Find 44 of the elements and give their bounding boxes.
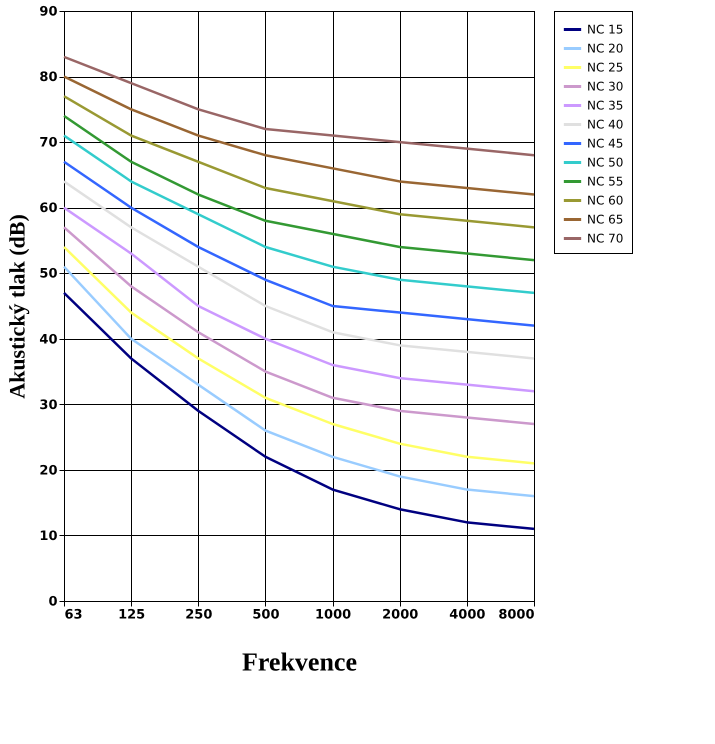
legend-label: NC 25 bbox=[587, 60, 624, 74]
line-series bbox=[62, 114, 536, 262]
legend-label: NC 55 bbox=[587, 174, 624, 188]
legend-label: NC 20 bbox=[587, 42, 624, 56]
line-series bbox=[62, 160, 536, 327]
legend-label: NC 15 bbox=[587, 22, 624, 36]
legend-label: NC 35 bbox=[587, 98, 624, 112]
x-tick-label: 2000 bbox=[382, 608, 418, 622]
legend-label: NC 40 bbox=[587, 118, 624, 132]
x-tick-label: 63 bbox=[64, 608, 83, 622]
line-series bbox=[62, 134, 536, 294]
x-tick-label: 250 bbox=[185, 608, 212, 622]
y-tick-label: 30 bbox=[39, 398, 58, 413]
y-tick-label: 40 bbox=[39, 332, 58, 348]
legend-label: NC 70 bbox=[587, 232, 624, 246]
y-tick-label: 20 bbox=[39, 463, 58, 478]
x-tick-label: 8000 bbox=[498, 608, 534, 622]
y-tick-label: 80 bbox=[39, 70, 58, 86]
legend-label: NC 30 bbox=[587, 80, 624, 94]
line-series bbox=[62, 246, 536, 465]
y-tick-label: 0 bbox=[48, 594, 58, 610]
line-series bbox=[62, 292, 536, 530]
line-series bbox=[62, 75, 536, 196]
x-axis-title: Frekvence bbox=[242, 648, 358, 676]
y-tick-label: 70 bbox=[39, 136, 58, 151]
x-tick-label: 4000 bbox=[449, 608, 486, 622]
line-series bbox=[62, 94, 536, 229]
x-tick-label: 125 bbox=[118, 608, 146, 622]
legend-label: NC 50 bbox=[587, 156, 624, 170]
line-series bbox=[62, 56, 536, 156]
y-axis-title: Akustický tlak (dB) bbox=[4, 214, 30, 399]
y-tick-label: 60 bbox=[39, 201, 58, 216]
y-tick-label: 10 bbox=[39, 528, 58, 544]
legend-label: NC 45 bbox=[587, 136, 624, 150]
y-tick-label: 50 bbox=[39, 266, 58, 282]
y-tick-label: 90 bbox=[39, 4, 58, 20]
line-series bbox=[62, 180, 536, 360]
line-series bbox=[62, 226, 536, 426]
x-tick-label: 1000 bbox=[314, 608, 352, 622]
line-series bbox=[62, 206, 536, 392]
legend-label: NC 65 bbox=[587, 212, 624, 226]
x-tick-label: 500 bbox=[252, 608, 280, 622]
line-series bbox=[62, 265, 536, 498]
legend-label: NC 60 bbox=[587, 194, 624, 208]
